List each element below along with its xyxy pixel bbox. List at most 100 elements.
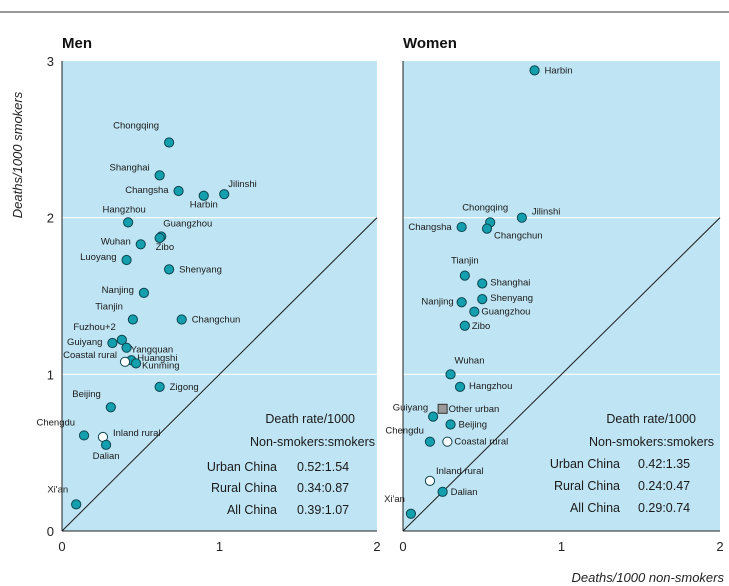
data-point-label: Harbin — [190, 200, 218, 211]
stats-row-value-women: 0.29:0.74 — [638, 501, 690, 515]
data-point-label: Changsha — [408, 222, 452, 233]
stats-subheader-women: Non-smokers:smokers — [589, 435, 714, 449]
data-point-label: Other urban — [449, 404, 500, 415]
data-point-marker — [428, 411, 439, 422]
data-point-label: Chongqing — [113, 120, 159, 131]
data-point-marker — [138, 287, 149, 298]
stats-row-value-men: 0.39:1.07 — [297, 503, 349, 517]
data-point-label: Hangzhou — [102, 204, 145, 215]
stats-row-label-women: Urban China — [550, 457, 620, 471]
data-point-marker — [477, 278, 488, 289]
data-point-marker — [135, 239, 146, 250]
data-point-marker — [121, 342, 132, 353]
data-point-marker — [456, 297, 467, 308]
stats-subheader-men: Non-smokers:smokers — [250, 435, 375, 449]
reference-diagonal-line — [61, 217, 378, 532]
data-point-marker — [127, 314, 138, 325]
data-point-marker — [516, 212, 527, 223]
data-point-marker — [71, 499, 82, 510]
data-point-label: Kunming — [142, 360, 180, 371]
stats-row-value-women: 0.24:0.47 — [638, 479, 690, 493]
data-point-label: Beijing — [72, 389, 101, 400]
data-point-marker — [424, 436, 436, 447]
data-point-label: Shanghai — [490, 277, 530, 288]
panel-title-women: Women — [403, 35, 457, 52]
panel-background — [403, 61, 720, 531]
data-point-marker — [130, 358, 142, 369]
data-point-marker — [477, 294, 488, 305]
data-point-label: Changsha — [125, 185, 169, 196]
data-point-label: Xi'an — [384, 494, 405, 505]
data-point-label: Coastal rural — [63, 350, 117, 361]
data-point-marker — [437, 486, 448, 497]
data-point-label: Dalian — [451, 487, 478, 498]
data-point-marker — [219, 189, 230, 200]
data-point-marker — [437, 403, 448, 414]
data-point-marker — [121, 254, 132, 266]
data-point-marker — [105, 402, 116, 413]
data-point-marker — [119, 356, 131, 367]
data-point-marker — [154, 232, 165, 244]
data-point-label: Xi'an — [47, 484, 68, 495]
data-point-label: Tianjin — [451, 256, 479, 267]
panel-title-men: Men — [62, 35, 92, 52]
data-point-marker — [445, 419, 456, 430]
data-point-marker — [198, 190, 209, 201]
data-point-label: Hangzhou — [469, 381, 512, 392]
data-point-marker — [445, 369, 456, 380]
data-point-label: Inland rural — [113, 428, 161, 439]
data-point-label: Inland rural — [436, 466, 484, 477]
y-tick-label: 0 — [47, 524, 54, 539]
data-point-marker — [481, 223, 493, 234]
x-axis-title: Deaths/1000 non-smokers — [572, 570, 725, 585]
data-point-marker — [154, 170, 165, 181]
marks-women: 0 1 2 Harbin Chongqing Jilinshi Changsha Changc… — [384, 61, 724, 554]
data-point-marker — [164, 137, 175, 148]
data-point-label: Wuhan — [455, 355, 485, 366]
stats-row-value-women: 0.42:1.35 — [638, 457, 690, 471]
stats-row-value-men: 0.52:1.54 — [297, 460, 349, 474]
data-point-marker — [78, 430, 90, 441]
data-point-label: Guangzhou — [481, 307, 530, 318]
marks-men: 0 1 2 0 1 2 3 Chongqing Shanghai Changsha Harbin Ji… — [36, 54, 380, 554]
x-tick-label: 1 — [558, 539, 565, 554]
stats-header-women: Death rate/1000 — [606, 412, 696, 426]
data-point-marker — [442, 436, 453, 447]
reference-diagonal-line — [402, 217, 721, 532]
stats-row-label-women: All China — [570, 501, 620, 515]
data-point-marker — [459, 320, 470, 331]
x-tick-label: 1 — [216, 539, 223, 554]
data-point-label: Yangquan — [131, 345, 174, 356]
stats-row-label-men: Rural China — [211, 481, 277, 495]
data-point-label: Wuhan — [101, 236, 131, 247]
panel-men: Men 0 1 2 0 1 2 3 Chongqing Shanghai Changsha Harb… — [36, 35, 380, 554]
data-point-marker — [176, 314, 187, 325]
stats-row-label-men: Urban China — [207, 460, 277, 474]
stats-box-women: Death rate/1000 Non-smokers:smokers Urba… — [550, 412, 714, 515]
data-point-label: Changchun — [494, 231, 543, 242]
data-point-label: Harbin — [545, 65, 573, 76]
stats-box-men: Death rate/1000 Non-smokers:smokers Urba… — [207, 412, 375, 517]
y-tick-label: 3 — [47, 54, 54, 69]
data-point-label: Guangzhou — [163, 218, 212, 229]
data-point-marker — [456, 221, 467, 233]
stats-row-value-men: 0.34:0.87 — [297, 481, 349, 495]
data-point-label: Shenyang — [490, 293, 533, 304]
data-point-marker — [424, 475, 436, 486]
data-point-marker — [116, 334, 127, 345]
data-point-label: Changchun — [192, 315, 241, 326]
data-point-label: Nanjing — [421, 296, 453, 307]
panel-background — [62, 61, 377, 531]
data-point-label: Shanghai — [109, 162, 149, 173]
data-point-label: Chongqing — [462, 202, 508, 213]
data-point-label: Luoyang — [80, 252, 116, 263]
data-point-marker — [164, 264, 175, 275]
data-point-label: Guiyang — [393, 403, 428, 414]
y-tick-label: 1 — [47, 367, 54, 382]
data-point-label: Fuzhou+2 — [73, 322, 116, 333]
data-point-label: Shenyang — [179, 264, 222, 275]
data-point-label: Zibo — [472, 321, 490, 332]
panel-women: Women 0 1 2 Harbin Chongqing Jilinshi Changsha… — [384, 35, 724, 554]
data-point-marker — [107, 337, 118, 349]
